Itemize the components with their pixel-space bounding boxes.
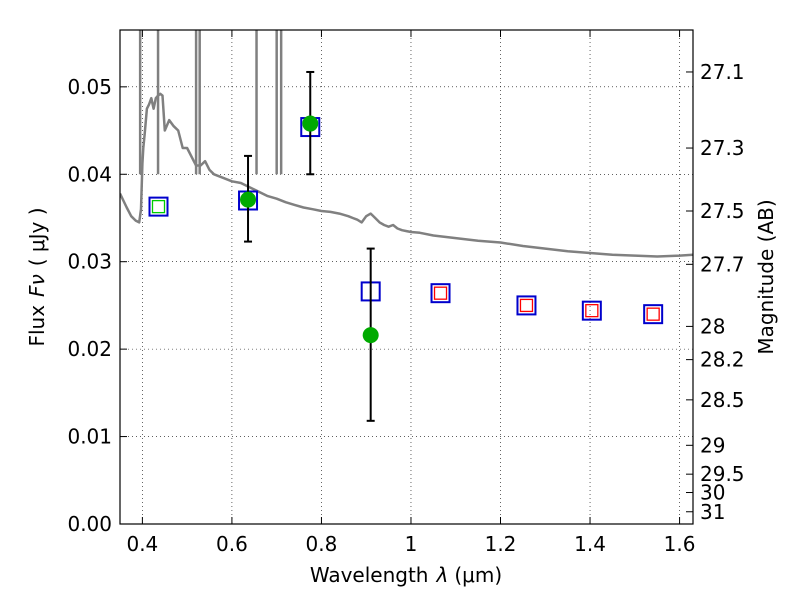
x-axis-symbol: λ xyxy=(436,563,449,587)
observed-point xyxy=(302,115,319,132)
model-inner-red xyxy=(519,298,534,313)
x-tick-label: 1.2 xyxy=(485,532,517,556)
y2-tick-label: 29.5 xyxy=(700,462,745,486)
y-axis-symbol: Fν xyxy=(25,274,49,297)
observed-point xyxy=(240,191,257,208)
y-axis-unit: ( μJy ) xyxy=(25,207,49,266)
model-box xyxy=(516,295,537,316)
model-inner-green xyxy=(151,199,166,214)
model-inner-red xyxy=(646,307,660,321)
points-layer xyxy=(148,70,664,422)
y-tick-label: 0.02 xyxy=(67,337,112,361)
x-axis-title: Wavelength λ (μm) xyxy=(310,563,502,587)
x-tick-label: 0.4 xyxy=(126,532,158,556)
plot-frame xyxy=(119,29,694,525)
model-inner-red xyxy=(433,286,448,300)
model-box xyxy=(581,300,602,321)
y2-tick-label: 29 xyxy=(700,433,725,457)
spectrum-line xyxy=(120,92,693,258)
y-tick-label: 0.05 xyxy=(67,75,112,99)
axis-ticks: 0.4 0.6 0.8 1 1.2 1.4 1.6 0.00 0.01 0.02 0.03 0.04 0… xyxy=(67,30,745,556)
x-axis-label: Wavelength xyxy=(310,563,429,587)
model-box xyxy=(643,304,664,325)
x-tick-label: 0.8 xyxy=(306,532,338,556)
model-box xyxy=(430,283,451,304)
model-box xyxy=(148,196,169,217)
x-tick-label: 1 xyxy=(405,532,418,556)
y2-tick-label: 28.5 xyxy=(700,388,745,412)
plot-area xyxy=(120,30,693,524)
y-tick-label: 0.00 xyxy=(67,512,112,536)
y-axis-label: Flux xyxy=(25,305,49,347)
observed-point xyxy=(362,327,379,344)
y2-tick-label: 28 xyxy=(700,314,725,338)
y-tick-label: 0.04 xyxy=(67,162,112,186)
x-tick-label: 1.4 xyxy=(574,532,606,556)
x-tick-label: 1.6 xyxy=(664,532,696,556)
x-tick-label: 0.6 xyxy=(216,532,248,556)
y2-tick-label: 27.1 xyxy=(700,60,745,84)
y2-tick-label: 27.5 xyxy=(700,199,745,223)
x-axis-unit: (μm) xyxy=(454,563,502,587)
y-tick-label: 0.03 xyxy=(67,250,112,274)
y-tick-label: 0.01 xyxy=(67,425,112,449)
y2-tick-label: 30 xyxy=(700,481,725,505)
model-inner-red xyxy=(585,304,599,318)
y2-tick-label: 27.3 xyxy=(700,136,745,160)
y2-tick-label: 27.7 xyxy=(700,252,745,276)
y2-tick-label: 28.2 xyxy=(700,348,745,372)
y2-tick-label: 31 xyxy=(700,500,725,524)
y-axis-title: Flux Fν ( μJy ) xyxy=(25,207,49,346)
data-layer xyxy=(120,30,693,258)
y2-axis-title: Magnitude (AB) xyxy=(754,199,778,354)
